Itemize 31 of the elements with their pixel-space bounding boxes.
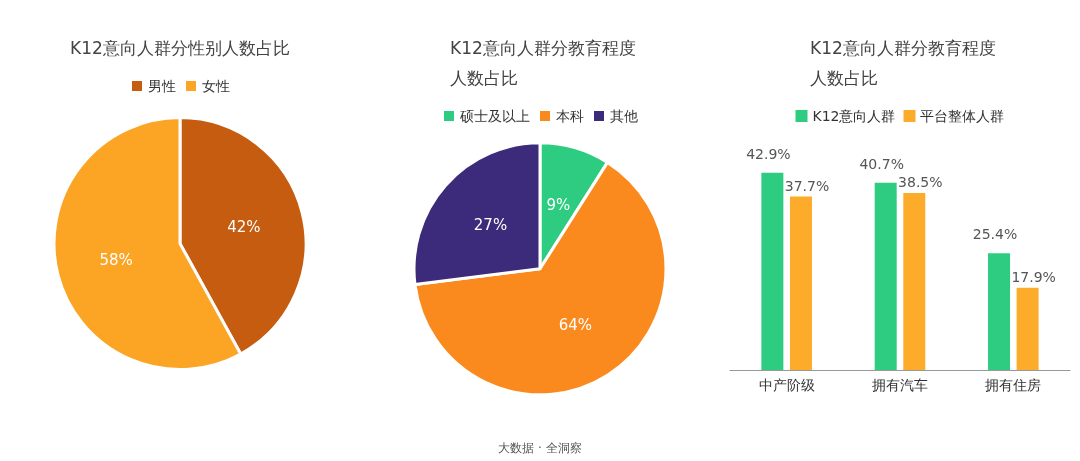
- x-tick-label: 拥有汽车: [872, 377, 928, 393]
- x-tick-label: 中产阶级: [758, 377, 815, 393]
- data-label: 40.7%: [859, 155, 904, 172]
- data-label: 27%: [473, 216, 508, 235]
- data-label: 38.5%: [898, 173, 943, 190]
- chart-title: K12意向人群分教育程度人数占比: [450, 38, 636, 88]
- data-label: 64%: [558, 315, 593, 334]
- data-label: 9%: [546, 196, 571, 215]
- x-tick-label: 拥有住房: [985, 377, 1042, 393]
- data-label: 58%: [99, 251, 133, 270]
- bar: [789, 196, 812, 370]
- text: 大数据 · 全洞察: [497, 440, 583, 457]
- chart-title: K12意向人群分教育程度人数占比: [810, 38, 996, 88]
- chart-title: K12意向人群分性别人数占比: [70, 38, 290, 58]
- bar: [1016, 287, 1039, 370]
- legend-label: 硕士及以上: [459, 108, 530, 124]
- legend-label: 其他: [610, 108, 638, 124]
- bar: [988, 253, 1011, 370]
- data-label: 25.4%: [972, 226, 1018, 243]
- data-label: 17.9%: [1011, 268, 1056, 285]
- legend-label: K12意向人群: [812, 108, 896, 124]
- data-label: 42%: [227, 218, 261, 237]
- legend-label: 本科: [556, 108, 584, 124]
- legend-label: 女性: [202, 78, 230, 94]
- bar: [874, 182, 897, 370]
- data-label: 42.9%: [746, 145, 791, 162]
- legend-label: 男性: [148, 78, 176, 94]
- data-label: 37.7%: [784, 177, 830, 194]
- bar: [903, 192, 926, 370]
- bar: [761, 172, 784, 370]
- legend-label: 平台整体人群: [920, 108, 1005, 124]
